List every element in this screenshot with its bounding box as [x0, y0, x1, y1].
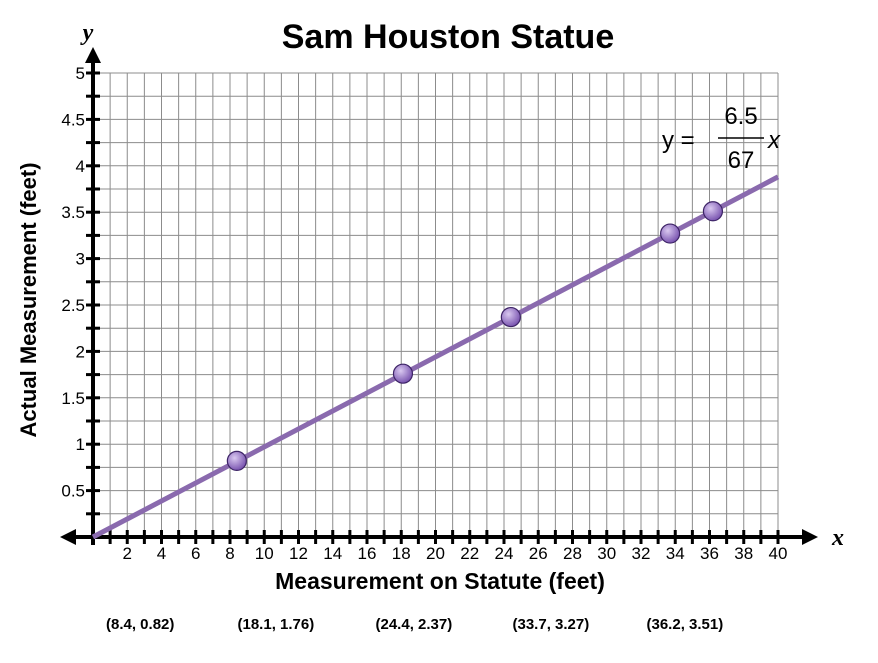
- x-tick-label: 14: [323, 544, 342, 563]
- data-point: [660, 223, 681, 244]
- x-tick-label: 10: [255, 544, 274, 563]
- y-tick-label: 4: [76, 157, 85, 176]
- point-coordinates: (8.4, 0.82) (18.1, 1.76) (24.4, 2.37) (33.7…: [0, 616, 878, 646]
- point-coordinate-label: (24.4, 2.37): [375, 616, 453, 633]
- data-point: [702, 201, 724, 222]
- grid: [93, 72, 779, 537]
- equation-denominator: 67: [728, 147, 755, 174]
- x-tick-label: 8: [225, 544, 234, 563]
- data-point: [392, 363, 414, 384]
- x-tick-label: 28: [563, 544, 582, 563]
- y-tick-label: 1.5: [61, 389, 85, 408]
- x-axis-label: Measurement on Statute (feet): [275, 568, 605, 594]
- x-tick-label: 12: [289, 544, 308, 563]
- chart-title: Sam Houston Statue: [282, 18, 614, 56]
- y-tick-label: 1: [76, 435, 85, 454]
- data-point: [500, 306, 521, 328]
- x-tick-label: 22: [460, 544, 479, 563]
- x-axis-letter: x: [831, 525, 844, 551]
- x-tick-label: 32: [632, 544, 651, 563]
- x-tick-label: 30: [597, 544, 616, 563]
- equation-variable: x: [767, 127, 781, 154]
- point-coordinate-label: (33.7, 3.27): [512, 616, 590, 633]
- x-tick-label: 2: [123, 544, 132, 563]
- x-tick-label: 18: [392, 544, 411, 563]
- x-tick-label: 24: [495, 544, 514, 563]
- y-tick-label: 3: [76, 250, 85, 269]
- y-tick-label: 4.5: [61, 110, 85, 129]
- axes: [60, 47, 818, 545]
- y-tick-label: 5: [76, 64, 85, 83]
- y-tick-label: 3.5: [61, 203, 85, 222]
- x-tick-label: 40: [769, 544, 788, 563]
- equation-numerator: 6.5: [724, 103, 757, 130]
- y-axis-label: Actual Measurement (feet): [16, 162, 41, 437]
- x-tick-label: 36: [700, 544, 719, 563]
- x-tick-label: 16: [358, 544, 377, 563]
- data-points: [226, 201, 724, 472]
- data-point: [226, 450, 247, 472]
- point-coordinate-label: (36.2, 3.51): [646, 616, 724, 633]
- y-tick-label: 2.5: [61, 296, 85, 315]
- x-tick-label: 20: [426, 544, 445, 563]
- x-tick-labels: 2 4 6 8 10 12 14 16 18 20 22 24 26 28 30 32 34 36 38 40: [123, 544, 788, 563]
- point-coordinate-label: (18.1, 1.76): [237, 616, 315, 633]
- y-tick-label: 2: [76, 342, 85, 361]
- x-tick-label: 6: [191, 544, 200, 563]
- x-tick-label: 38: [734, 544, 753, 563]
- x-tick-label: 34: [666, 544, 685, 563]
- y-tick-labels: 0.5 1 1.5 2 2.5 3 3.5 4 4.5 5: [61, 64, 85, 501]
- y-tick-label: 0.5: [61, 482, 85, 501]
- y-axis-letter: y: [80, 20, 94, 46]
- equation-lhs: y =: [662, 127, 695, 154]
- line-equation: y = 6.5 67 x: [662, 103, 781, 174]
- x-tick-label: 4: [157, 544, 166, 563]
- x-tick-label: 26: [529, 544, 548, 563]
- point-coordinate-label: (8.4, 0.82): [106, 616, 175, 633]
